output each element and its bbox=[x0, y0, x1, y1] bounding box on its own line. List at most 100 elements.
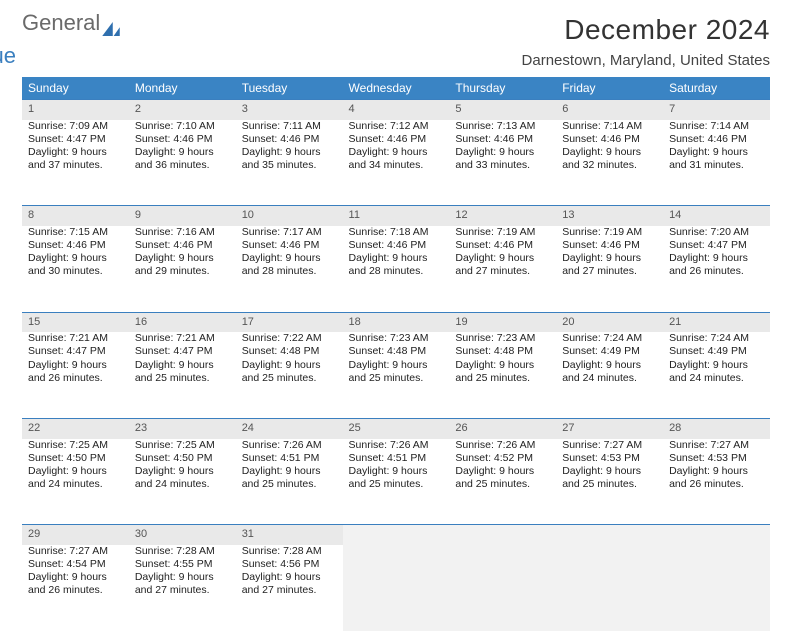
weekday-header: Thursday bbox=[449, 77, 556, 100]
sunrise-line: Sunrise: 7:24 AM bbox=[669, 332, 764, 345]
daylight-line: Daylight: 9 hours and 25 minutes. bbox=[349, 465, 444, 491]
calendar-body: 1234567Sunrise: 7:09 AMSunset: 4:47 PMDa… bbox=[22, 100, 770, 631]
day-number-cell: 7 bbox=[663, 100, 770, 120]
sunset-line: Sunset: 4:46 PM bbox=[135, 239, 230, 252]
daylight-line: Daylight: 9 hours and 36 minutes. bbox=[135, 146, 230, 172]
daylight-line: Daylight: 9 hours and 24 minutes. bbox=[669, 359, 764, 385]
day-content-cell: Sunrise: 7:21 AMSunset: 4:47 PMDaylight:… bbox=[22, 332, 129, 418]
weekday-header: Tuesday bbox=[236, 77, 343, 100]
sunrise-line: Sunrise: 7:25 AM bbox=[28, 439, 123, 452]
weekday-header: Monday bbox=[129, 77, 236, 100]
sunset-line: Sunset: 4:46 PM bbox=[135, 133, 230, 146]
sunset-line: Sunset: 4:46 PM bbox=[242, 239, 337, 252]
sunrise-line: Sunrise: 7:22 AM bbox=[242, 332, 337, 345]
sunset-line: Sunset: 4:55 PM bbox=[135, 558, 230, 571]
sunrise-line: Sunrise: 7:28 AM bbox=[242, 545, 337, 558]
sunrise-line: Sunrise: 7:14 AM bbox=[562, 120, 657, 133]
daylight-line: Daylight: 9 hours and 24 minutes. bbox=[28, 465, 123, 491]
day-number-cell: 22 bbox=[22, 418, 129, 438]
day-number-cell: 1 bbox=[22, 100, 129, 120]
sunset-line: Sunset: 4:46 PM bbox=[669, 133, 764, 146]
daylight-line: Daylight: 9 hours and 25 minutes. bbox=[135, 359, 230, 385]
sunrise-line: Sunrise: 7:20 AM bbox=[669, 226, 764, 239]
sunset-line: Sunset: 4:47 PM bbox=[28, 133, 123, 146]
sunrise-line: Sunrise: 7:19 AM bbox=[455, 226, 550, 239]
day-content-row: Sunrise: 7:09 AMSunset: 4:47 PMDaylight:… bbox=[22, 120, 770, 206]
day-number-row: 22232425262728 bbox=[22, 418, 770, 438]
sunrise-line: Sunrise: 7:26 AM bbox=[455, 439, 550, 452]
day-number-cell: 9 bbox=[129, 206, 236, 226]
sunset-line: Sunset: 4:48 PM bbox=[455, 345, 550, 358]
weekday-header-row: SundayMondayTuesdayWednesdayThursdayFrid… bbox=[22, 77, 770, 100]
daylight-line: Daylight: 9 hours and 27 minutes. bbox=[242, 571, 337, 597]
day-number-row: 293031 bbox=[22, 525, 770, 545]
daylight-line: Daylight: 9 hours and 33 minutes. bbox=[455, 146, 550, 172]
day-number-cell bbox=[343, 525, 450, 545]
daylight-line: Daylight: 9 hours and 28 minutes. bbox=[349, 252, 444, 278]
day-content-cell: Sunrise: 7:14 AMSunset: 4:46 PMDaylight:… bbox=[663, 120, 770, 206]
sunrise-line: Sunrise: 7:27 AM bbox=[28, 545, 123, 558]
sunrise-line: Sunrise: 7:11 AM bbox=[242, 120, 337, 133]
sunset-line: Sunset: 4:46 PM bbox=[455, 239, 550, 252]
sunrise-line: Sunrise: 7:15 AM bbox=[28, 226, 123, 239]
day-content-cell: Sunrise: 7:25 AMSunset: 4:50 PMDaylight:… bbox=[129, 439, 236, 525]
daylight-line: Daylight: 9 hours and 26 minutes. bbox=[669, 252, 764, 278]
day-number-cell: 27 bbox=[556, 418, 663, 438]
day-number-cell: 5 bbox=[449, 100, 556, 120]
daylight-line: Daylight: 9 hours and 32 minutes. bbox=[562, 146, 657, 172]
day-content-cell: Sunrise: 7:10 AMSunset: 4:46 PMDaylight:… bbox=[129, 120, 236, 206]
sunrise-line: Sunrise: 7:26 AM bbox=[242, 439, 337, 452]
day-number-cell: 24 bbox=[236, 418, 343, 438]
daylight-line: Daylight: 9 hours and 27 minutes. bbox=[455, 252, 550, 278]
day-content-cell: Sunrise: 7:26 AMSunset: 4:52 PMDaylight:… bbox=[449, 439, 556, 525]
sunrise-line: Sunrise: 7:28 AM bbox=[135, 545, 230, 558]
day-number-cell: 19 bbox=[449, 312, 556, 332]
day-content-cell: Sunrise: 7:27 AMSunset: 4:53 PMDaylight:… bbox=[556, 439, 663, 525]
sunset-line: Sunset: 4:49 PM bbox=[562, 345, 657, 358]
sunset-line: Sunset: 4:50 PM bbox=[28, 452, 123, 465]
sunset-line: Sunset: 4:46 PM bbox=[242, 133, 337, 146]
day-number-cell: 30 bbox=[129, 525, 236, 545]
day-content-cell: Sunrise: 7:11 AMSunset: 4:46 PMDaylight:… bbox=[236, 120, 343, 206]
day-content-cell: Sunrise: 7:22 AMSunset: 4:48 PMDaylight:… bbox=[236, 332, 343, 418]
daylight-line: Daylight: 9 hours and 26 minutes. bbox=[669, 465, 764, 491]
day-number-cell: 4 bbox=[343, 100, 450, 120]
sunset-line: Sunset: 4:52 PM bbox=[455, 452, 550, 465]
day-content-cell: Sunrise: 7:09 AMSunset: 4:47 PMDaylight:… bbox=[22, 120, 129, 206]
sunrise-line: Sunrise: 7:18 AM bbox=[349, 226, 444, 239]
day-number-cell: 16 bbox=[129, 312, 236, 332]
sunrise-line: Sunrise: 7:21 AM bbox=[135, 332, 230, 345]
sunset-line: Sunset: 4:46 PM bbox=[562, 133, 657, 146]
month-title: December 2024 bbox=[522, 14, 770, 46]
day-number-cell bbox=[449, 525, 556, 545]
daylight-line: Daylight: 9 hours and 25 minutes. bbox=[562, 465, 657, 491]
daylight-line: Daylight: 9 hours and 24 minutes. bbox=[562, 359, 657, 385]
day-number-cell: 15 bbox=[22, 312, 129, 332]
sunset-line: Sunset: 4:46 PM bbox=[28, 239, 123, 252]
sunrise-line: Sunrise: 7:17 AM bbox=[242, 226, 337, 239]
sunrise-line: Sunrise: 7:25 AM bbox=[135, 439, 230, 452]
sunrise-line: Sunrise: 7:10 AM bbox=[135, 120, 230, 133]
sunset-line: Sunset: 4:51 PM bbox=[349, 452, 444, 465]
sunset-line: Sunset: 4:48 PM bbox=[349, 345, 444, 358]
day-number-cell: 18 bbox=[343, 312, 450, 332]
sunrise-line: Sunrise: 7:23 AM bbox=[455, 332, 550, 345]
sunset-line: Sunset: 4:56 PM bbox=[242, 558, 337, 571]
day-number-cell: 10 bbox=[236, 206, 343, 226]
daylight-line: Daylight: 9 hours and 25 minutes. bbox=[242, 359, 337, 385]
day-content-row: Sunrise: 7:25 AMSunset: 4:50 PMDaylight:… bbox=[22, 439, 770, 525]
day-content-cell: Sunrise: 7:15 AMSunset: 4:46 PMDaylight:… bbox=[22, 226, 129, 312]
sunset-line: Sunset: 4:50 PM bbox=[135, 452, 230, 465]
day-number-cell: 8 bbox=[22, 206, 129, 226]
sunset-line: Sunset: 4:47 PM bbox=[135, 345, 230, 358]
day-number-cell: 21 bbox=[663, 312, 770, 332]
logo: General Blue bbox=[22, 14, 122, 51]
day-content-cell bbox=[343, 545, 450, 631]
day-content-cell: Sunrise: 7:24 AMSunset: 4:49 PMDaylight:… bbox=[663, 332, 770, 418]
sunset-line: Sunset: 4:46 PM bbox=[562, 239, 657, 252]
day-content-cell: Sunrise: 7:20 AMSunset: 4:47 PMDaylight:… bbox=[663, 226, 770, 312]
day-content-cell: Sunrise: 7:26 AMSunset: 4:51 PMDaylight:… bbox=[343, 439, 450, 525]
sunset-line: Sunset: 4:47 PM bbox=[669, 239, 764, 252]
daylight-line: Daylight: 9 hours and 26 minutes. bbox=[28, 359, 123, 385]
day-number-cell: 6 bbox=[556, 100, 663, 120]
